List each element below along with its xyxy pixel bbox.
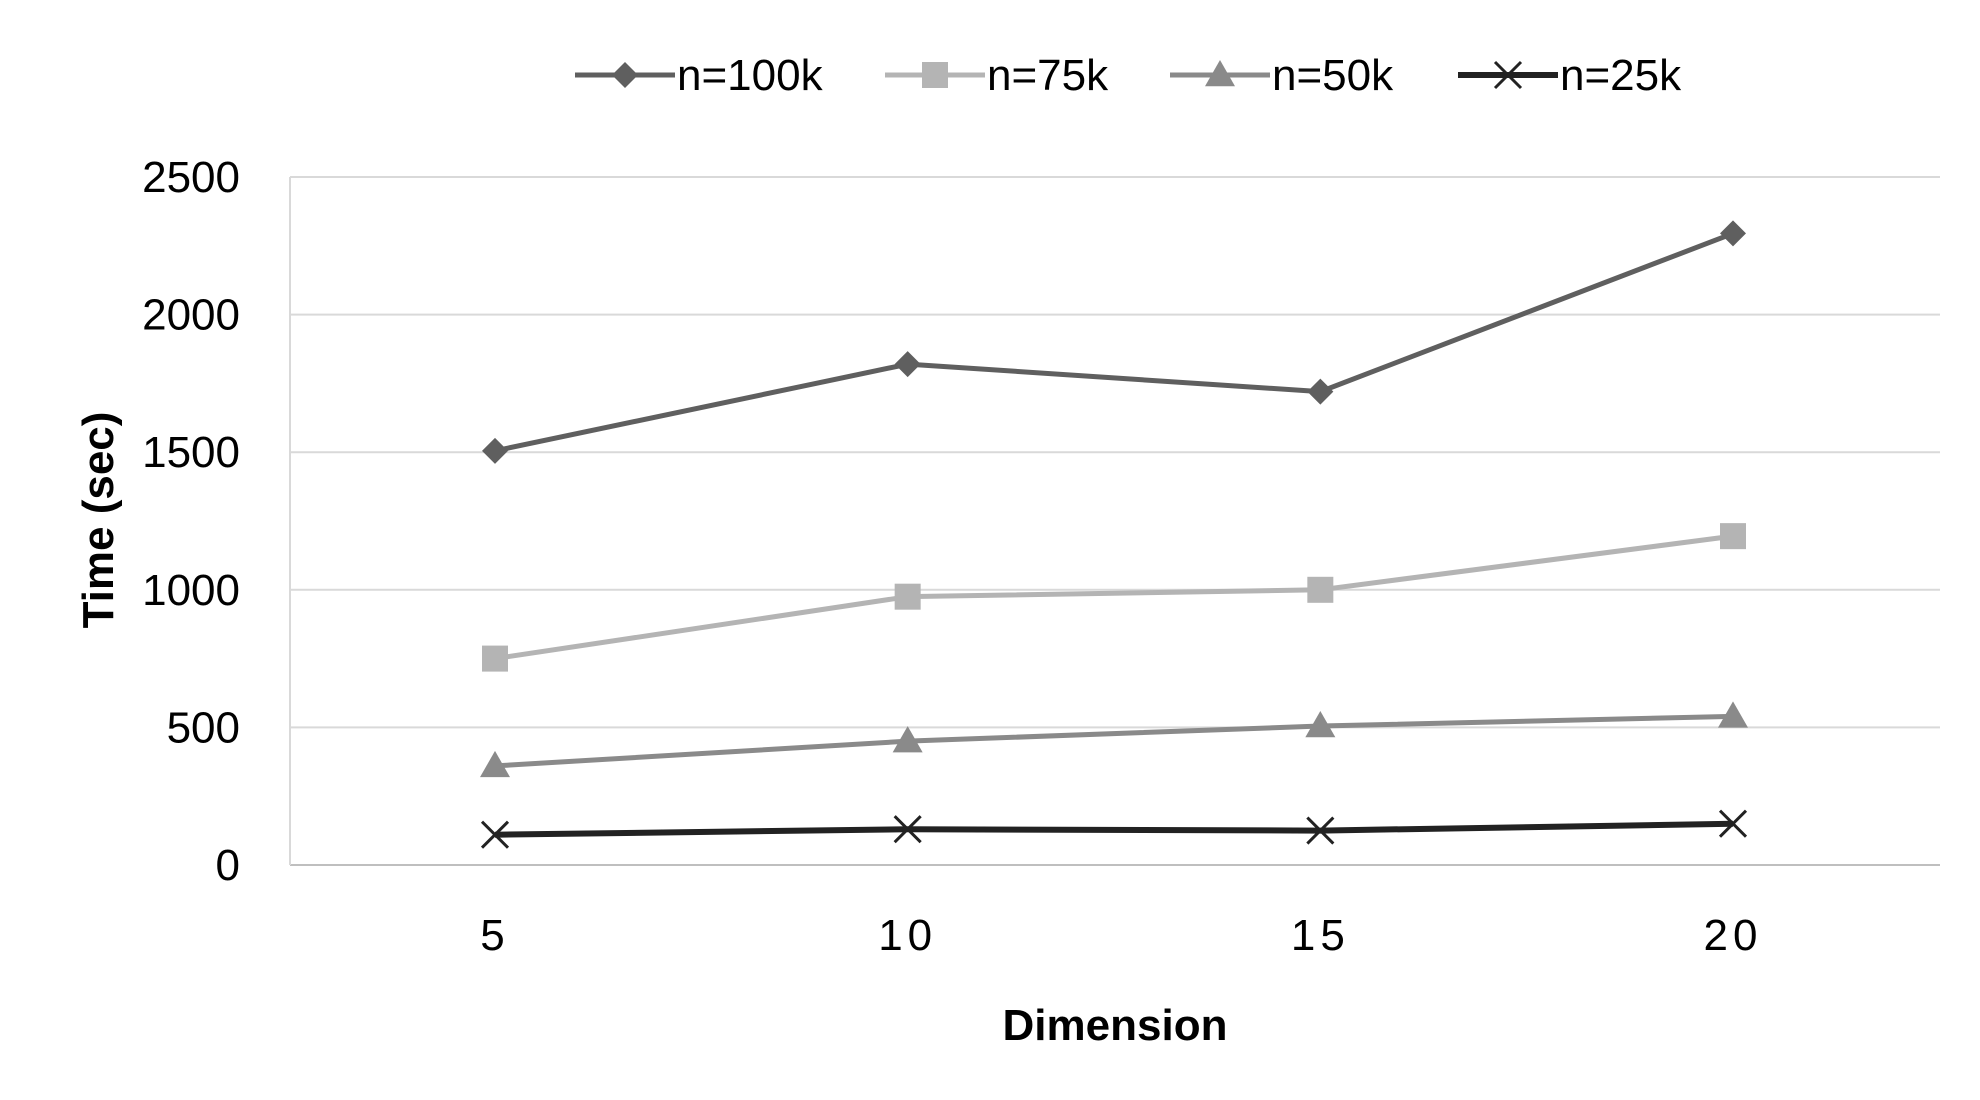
x-tick-label: 5 [480,911,509,960]
legend-item: n=75k [885,51,1109,100]
data-point [1718,809,1748,838]
series-n=25k [480,809,1748,849]
data-point [894,583,921,610]
legend-item: n=100k [575,51,824,100]
y-tick-label: 2500 [142,153,240,202]
legend-item: n=50k [1170,51,1394,100]
y-tick-label: 500 [167,703,240,752]
x-tick-label: 15 [1291,911,1350,960]
series-line [494,533,1734,662]
y-axis-title: Time (sec) [74,412,123,629]
legend-label: n=25k [1560,51,1682,100]
series-n=100k [482,220,1746,464]
legend-marker [612,62,638,88]
x-tick-label: 20 [1704,911,1763,960]
data-point [1306,816,1335,845]
axes: 0 500 1000 1500 2000 2500 5 10 15 20 [142,153,1763,960]
data-point [1307,378,1334,405]
data-point [480,820,510,849]
data-point [893,815,922,844]
data-point [894,351,921,378]
legend-label: n=100k [677,51,824,100]
legend: n=100k n=75k n=50k n=25k [575,51,1682,100]
legend-marker [1205,60,1235,87]
data-point [482,437,508,464]
legend-marker [1493,60,1523,90]
series-line [494,820,1734,838]
data-point [1720,523,1746,550]
data-point [1307,576,1334,603]
series-n=50k [480,701,1748,778]
data-point [482,645,508,672]
y-tick-label: 1000 [142,566,240,615]
x-axis-title: Dimension [1003,1001,1228,1050]
series-line [494,713,1734,769]
legend-label: n=75k [987,51,1109,100]
legend-marker [922,62,948,88]
gridlines [290,176,1940,866]
y-tick-label: 0 [216,841,240,890]
data-point [480,750,510,778]
data-point [1720,220,1746,247]
series-lines [480,220,1748,849]
series-line [494,231,1734,454]
y-tick-label: 1500 [142,428,240,477]
legend-item: n=25k [1458,51,1682,100]
data-point [1305,711,1336,738]
legend-label: n=50k [1272,51,1394,100]
data-point [1718,701,1748,728]
x-tick-label: 10 [878,911,937,960]
y-tick-label: 2000 [142,291,240,340]
series-n=75k [482,523,1746,672]
data-point [892,726,923,753]
